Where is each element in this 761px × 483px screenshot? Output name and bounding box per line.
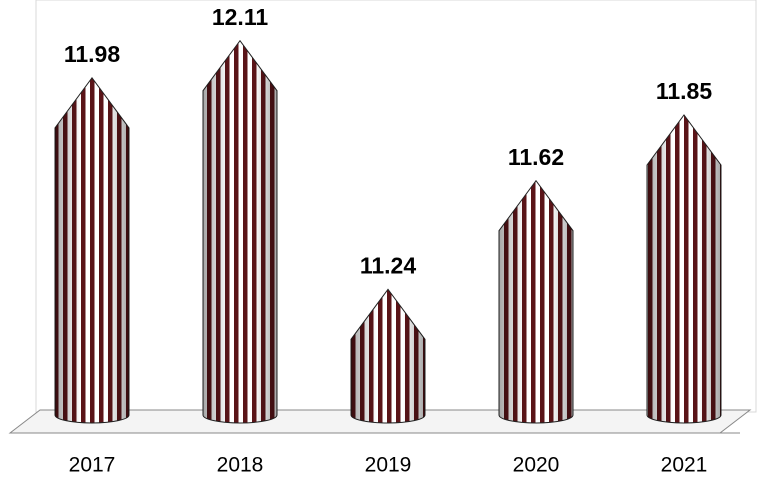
x-tick-label: 2018 [217,454,264,477]
bar-shade [203,40,277,423]
value-label: 12.11 [212,4,268,30]
bar-shade [647,115,721,423]
bar-shade [499,180,573,423]
bar-shade [55,77,129,423]
x-tick-label: 2017 [69,454,116,477]
value-label: 11.62 [508,144,564,170]
value-label: 11.24 [360,252,416,278]
value-label: 11.85 [656,78,712,104]
value-label: 11.98 [64,41,120,67]
x-tick-label: 2019 [365,454,412,477]
x-tick-label: 2020 [513,454,560,477]
bar-shade [351,289,425,423]
bars [54,39,722,424]
x-tick-label: 2021 [661,454,708,477]
